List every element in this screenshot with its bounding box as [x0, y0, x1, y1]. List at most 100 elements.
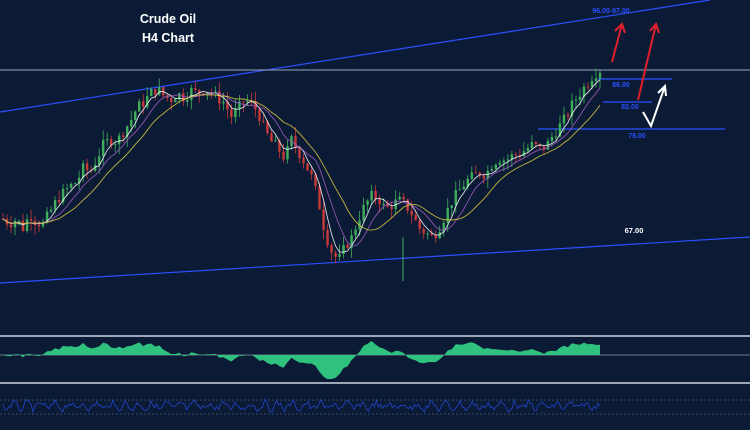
candle-body	[238, 101, 241, 109]
candle-body	[314, 174, 317, 187]
candle-body	[534, 141, 538, 144]
candle-body	[53, 199, 57, 210]
candle-body	[522, 151, 526, 157]
candle-body	[350, 235, 353, 248]
candle-body	[366, 200, 369, 205]
candle-body	[470, 172, 473, 179]
candle-body	[97, 156, 101, 165]
candle-body	[510, 154, 514, 160]
candle-body	[590, 81, 594, 87]
candle-body	[334, 252, 337, 257]
candle-body	[122, 135, 125, 137]
candle-body	[586, 86, 590, 88]
candle-body	[370, 190, 373, 201]
candle-body	[426, 233, 429, 235]
candle-body	[482, 175, 486, 179]
candle-body	[558, 123, 562, 137]
candle-body	[109, 139, 113, 146]
candle-body	[566, 114, 570, 117]
candle-body	[362, 204, 365, 221]
candle-body	[594, 78, 598, 82]
candle-body	[414, 215, 417, 221]
candle-body	[25, 219, 29, 231]
candle-body	[154, 89, 157, 95]
candle-body	[170, 97, 173, 103]
candle-body	[386, 203, 389, 207]
candle-body	[390, 206, 393, 210]
candle-body	[134, 111, 137, 121]
candle-body	[49, 209, 53, 212]
candle-body	[526, 147, 530, 152]
candle-body	[198, 89, 201, 94]
candle-body	[69, 183, 73, 188]
candle-body	[158, 87, 161, 95]
candle-body	[61, 188, 65, 203]
candle-body	[57, 199, 61, 203]
candle-body	[322, 209, 325, 230]
candle-body	[13, 220, 17, 228]
candle-body	[93, 164, 97, 171]
candle-body	[138, 101, 141, 112]
candle-body	[302, 157, 305, 164]
oscillator-histogram	[3, 341, 600, 380]
candle-body	[282, 151, 285, 160]
candle-body	[85, 163, 89, 171]
candle-body	[262, 121, 265, 123]
candle-body	[462, 186, 465, 190]
moving-averages-group	[2, 79, 601, 253]
candle-body	[374, 190, 377, 199]
candle-body	[442, 222, 445, 233]
candle-body	[378, 198, 381, 205]
candle-body	[230, 109, 233, 118]
candle-body	[490, 169, 494, 171]
candle-body	[478, 172, 481, 176]
arrows-group	[611, 22, 667, 129]
bullish-arrow-red	[637, 22, 660, 101]
candle-body	[186, 99, 189, 102]
candle-body	[21, 220, 25, 231]
candle-body	[542, 146, 546, 150]
candle-body	[318, 186, 321, 210]
candle-body	[502, 160, 506, 163]
candle-body	[458, 189, 461, 191]
oscillator-area	[3, 341, 600, 380]
candle-body	[130, 120, 133, 127]
candle-body	[105, 139, 109, 141]
candle-body	[266, 121, 269, 134]
candle-body	[182, 93, 185, 102]
candle-body	[117, 135, 121, 145]
candle-body	[410, 210, 413, 216]
candle-body	[73, 183, 77, 185]
candle-body	[146, 96, 149, 107]
price-label-78: 78.00	[628, 133, 646, 140]
candle-body	[514, 154, 518, 156]
candle-body	[234, 108, 237, 118]
candle-body	[454, 190, 457, 206]
candle-body	[326, 229, 329, 246]
candle-body	[346, 244, 349, 248]
candle-body	[37, 224, 41, 227]
candle-body	[274, 140, 277, 142]
bullish-arrow-red	[611, 22, 626, 63]
candle-body	[474, 172, 477, 174]
candle-body	[562, 114, 566, 124]
candle-body	[242, 101, 245, 103]
candle-body	[466, 178, 469, 187]
candle-body	[270, 133, 273, 142]
candle-body	[190, 88, 193, 100]
candle-body	[450, 205, 453, 209]
candle-body	[430, 233, 433, 236]
price-label-target-top: 96.00-97.00	[592, 8, 629, 15]
candle-body	[101, 140, 105, 157]
candle-body	[418, 220, 421, 230]
candle-body	[570, 100, 574, 117]
candle-body	[9, 224, 13, 228]
candle-body	[206, 92, 209, 94]
candle-body	[530, 141, 534, 148]
lower-indicator-group	[2, 398, 601, 414]
candle-body	[578, 96, 582, 100]
candle-body	[518, 155, 522, 157]
